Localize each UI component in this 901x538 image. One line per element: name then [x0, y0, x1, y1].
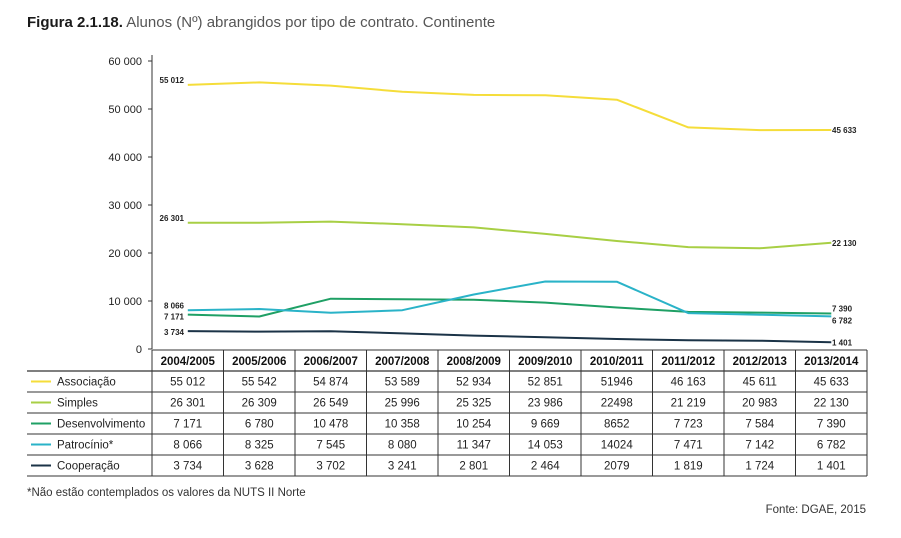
table-cell: 9 669: [531, 419, 560, 431]
figure-title: Figura 2.1.18. Alunos (Nº) abrangidos po…: [27, 14, 495, 31]
table-cell: 21 219: [671, 398, 706, 410]
table-cell: 10 358: [385, 419, 420, 431]
table-cell: 14024: [601, 440, 634, 452]
table-cell: 25 996: [385, 398, 420, 410]
table-cell: 7 171: [173, 419, 202, 431]
y-tick-label: 40 000: [108, 152, 142, 164]
legend-label: Patrocínio*: [57, 440, 114, 452]
table-cell: 45 633: [814, 377, 849, 389]
series-line-1: [187, 220, 832, 250]
series-line-2: [187, 297, 832, 318]
series-line-3: [187, 280, 832, 318]
table-cell: 26 301: [170, 398, 205, 410]
y-tick-label: 50 000: [108, 104, 142, 116]
table-cell: 20 983: [742, 398, 777, 410]
table-cell: 10 478: [313, 419, 348, 431]
legend-label: Associação: [57, 377, 116, 389]
table-cell: 8 066: [173, 440, 202, 452]
x-category-label: 2013/2014: [804, 356, 859, 368]
x-category-label: 2012/2013: [733, 356, 787, 368]
table-cell: 25 325: [456, 398, 491, 410]
table-cell: 26 309: [242, 398, 277, 410]
table-cell: 55 012: [170, 377, 205, 389]
table-cell: 23 986: [528, 398, 563, 410]
table-cell: 22 130: [814, 398, 849, 410]
figure-number: Figura 2.1.18.: [27, 14, 123, 31]
table-cell: 3 734: [173, 461, 202, 473]
table-cell: 6 782: [817, 440, 846, 452]
legend-label: Simples: [57, 398, 98, 410]
legend-label: Cooperação: [57, 461, 120, 473]
table-cell: 3 702: [316, 461, 345, 473]
table-cell: 8652: [604, 419, 630, 431]
y-tick-label: 60 000: [108, 56, 142, 68]
last-value-label: 7 390: [832, 305, 853, 314]
table-cell: 55 542: [242, 377, 277, 389]
x-category-label: 2008/2009: [447, 356, 501, 368]
table-cell: 45 611: [743, 377, 777, 389]
last-value-label: 22 130: [832, 239, 857, 248]
table-cell: 46 163: [671, 377, 706, 389]
x-category-label: 2010/2011: [590, 356, 644, 368]
table-cell: 26 549: [313, 398, 348, 410]
series-line-4: [187, 330, 832, 344]
first-value-label: 3 734: [164, 328, 185, 337]
table-cell: 53 589: [385, 377, 420, 389]
first-value-label: 26 301: [160, 214, 185, 223]
series-line-0: [187, 81, 832, 132]
legend-label: Desenvolvimento: [57, 419, 145, 431]
table-cell: 54 874: [313, 377, 349, 389]
table-cell: 7 723: [674, 419, 703, 431]
table-cell: 7 142: [745, 440, 774, 452]
table-cell: 7 390: [817, 419, 846, 431]
y-tick-label: 0: [136, 344, 142, 356]
x-category-label: 2007/2008: [375, 356, 430, 368]
first-value-label: 7 171: [164, 313, 185, 322]
table-cell: 10 254: [456, 419, 492, 431]
table-cell: 11 347: [457, 440, 491, 452]
first-value-label: 8 066: [164, 301, 185, 310]
table-cell: 51946: [601, 377, 633, 389]
table-cell: 3 241: [388, 461, 417, 473]
table-cell: 52 851: [528, 377, 563, 389]
table-cell: 1 819: [674, 461, 703, 473]
table-cell: 6 780: [245, 419, 274, 431]
table-cell: 8 325: [245, 440, 274, 452]
table-cell: 3 628: [245, 461, 274, 473]
footnote: *Não estão contemplados os valores da NU…: [27, 487, 306, 499]
table-cell: 1 401: [817, 461, 846, 473]
table-cell: 2079: [604, 461, 630, 473]
table-cell: 7 471: [674, 440, 703, 452]
table-cell: 7 545: [316, 440, 345, 452]
figure-caption: Alunos (Nº) abrangidos por tipo de contr…: [122, 14, 496, 31]
table-cell: 7 584: [745, 419, 774, 431]
x-category-label: 2005/2006: [232, 356, 286, 368]
x-category-label: 2004/2005: [161, 356, 216, 368]
table-cell: 2 464: [531, 461, 560, 473]
table-cell: 8 080: [388, 440, 417, 452]
last-value-label: 1 401: [832, 338, 853, 347]
y-tick-label: 30 000: [108, 200, 142, 212]
y-tick-label: 10 000: [108, 296, 142, 308]
table-cell: 22498: [601, 398, 633, 410]
first-value-label: 55 012: [160, 76, 185, 85]
x-category-label: 2009/2010: [518, 356, 572, 368]
y-tick-label: 20 000: [108, 248, 142, 260]
last-value-label: 45 633: [832, 126, 857, 135]
table-cell: 2 801: [459, 461, 488, 473]
table-cell: 14 053: [528, 440, 563, 452]
table-cell: 1 724: [745, 461, 774, 473]
x-category-label: 2011/2012: [661, 356, 715, 368]
x-category-label: 2006/2007: [304, 356, 358, 368]
source-note: Fonte: DGAE, 2015: [765, 504, 866, 516]
last-value-label: 6 782: [832, 316, 853, 325]
table-cell: 52 934: [456, 377, 492, 389]
